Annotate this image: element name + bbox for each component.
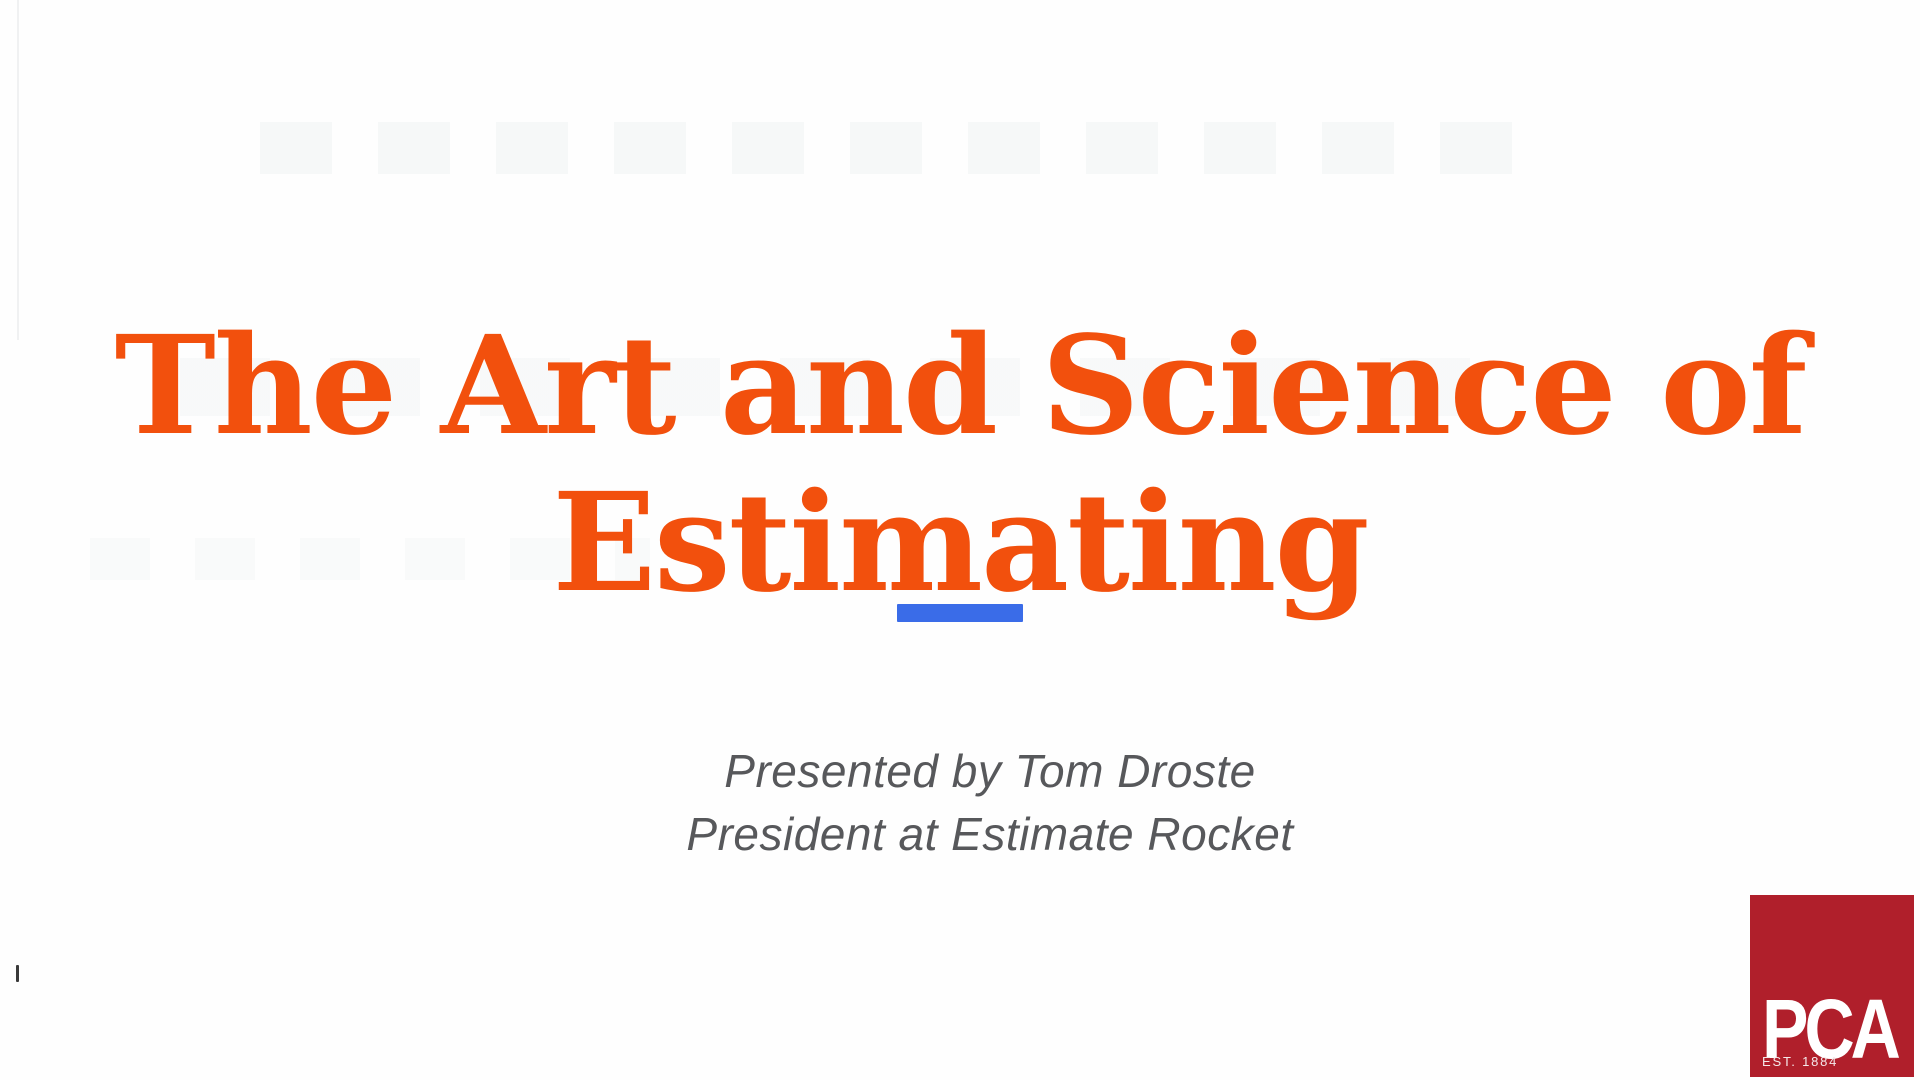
presenter-role-line: President at Estimate Rocket [686,808,1294,860]
pca-logo-established-text: EST. 1884 [1762,1054,1839,1069]
ghost-artifact [17,0,19,340]
ghost-artifact [260,122,1530,174]
pca-logo: PCA EST. 1884 [1750,895,1914,1077]
cursor-artifact [16,965,19,982]
presenter-name-line: Presented by Tom Droste [724,745,1256,797]
slide-title: The Art and Science of Estimating [0,308,1920,622]
slide-title-line-2: Estimating [552,463,1369,624]
accent-divider [897,604,1023,622]
slide-title-line-1: The Art and Science of [114,306,1808,467]
slide-subtitle: Presented by Tom Droste President at Est… [30,740,1920,866]
pca-logo-text: PCA [1762,982,1901,1076]
